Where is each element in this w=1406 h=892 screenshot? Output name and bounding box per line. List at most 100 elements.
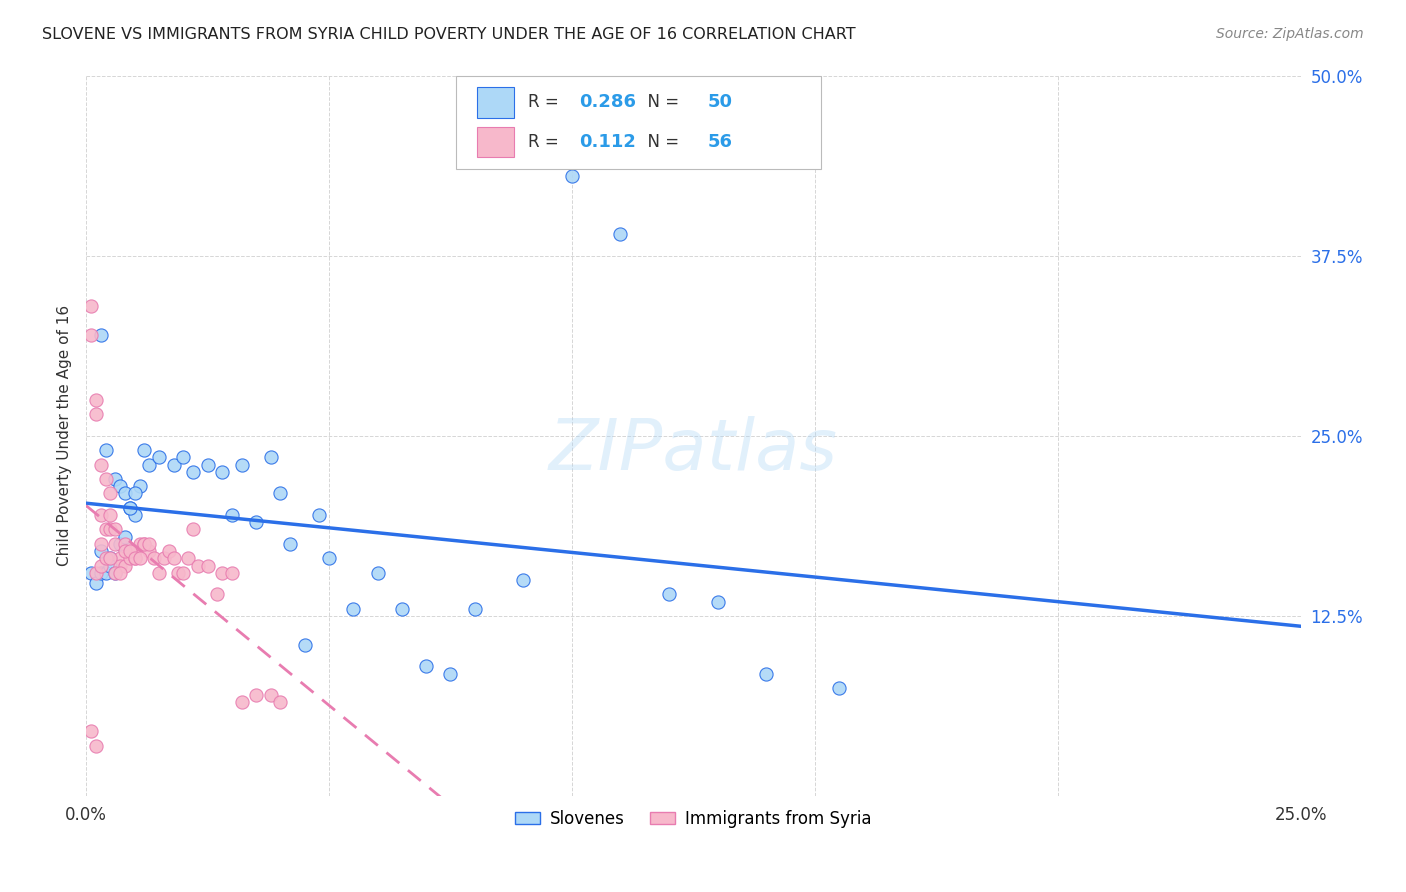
Point: [98, 523, 121, 537]
Point: [221, 566, 243, 580]
Point: [80, 724, 103, 739]
Point: [138, 544, 160, 558]
Point: [245, 688, 267, 702]
Text: N =: N =: [637, 94, 685, 112]
Point: [755, 666, 778, 681]
Point: [114, 486, 136, 500]
Point: [181, 523, 204, 537]
Point: [118, 500, 141, 515]
Point: [80, 299, 103, 313]
Point: [114, 537, 136, 551]
Point: [128, 537, 150, 551]
Point: [138, 458, 160, 472]
Point: [706, 594, 728, 608]
Point: [134, 537, 156, 551]
Point: [90, 327, 112, 342]
Point: [94, 472, 117, 486]
Point: [245, 516, 267, 530]
Point: [464, 601, 486, 615]
Text: N =: N =: [637, 133, 685, 152]
Point: [104, 566, 127, 580]
Point: [84, 407, 107, 421]
Point: [231, 695, 253, 709]
Point: [148, 566, 170, 580]
Text: R =: R =: [529, 94, 564, 112]
Point: [197, 558, 219, 573]
Point: [118, 544, 141, 558]
Point: [84, 739, 107, 753]
Point: [84, 566, 107, 580]
Point: [269, 486, 291, 500]
Point: [90, 544, 112, 558]
Bar: [477, 87, 513, 118]
Point: [128, 551, 150, 566]
Point: [108, 558, 131, 573]
Point: [172, 450, 194, 465]
Point: [114, 558, 136, 573]
Point: [148, 450, 170, 465]
Point: [94, 551, 117, 566]
Point: [609, 227, 631, 241]
Bar: [477, 128, 513, 157]
Point: [187, 558, 209, 573]
Point: [80, 327, 103, 342]
Point: [98, 486, 121, 500]
Point: [162, 551, 184, 566]
Point: [114, 530, 136, 544]
Point: [124, 486, 146, 500]
Point: [124, 551, 146, 566]
Point: [108, 566, 131, 580]
Point: [269, 695, 291, 709]
Point: [260, 450, 283, 465]
Point: [143, 551, 166, 566]
Point: [124, 551, 146, 566]
Point: [108, 479, 131, 493]
Point: [104, 537, 127, 551]
Text: 50: 50: [707, 94, 733, 112]
Point: [84, 575, 107, 590]
Point: [124, 508, 146, 522]
Point: [128, 479, 150, 493]
Point: [211, 465, 233, 479]
Point: [98, 551, 121, 566]
Point: [157, 544, 180, 558]
Y-axis label: Child Poverty Under the Age of 16: Child Poverty Under the Age of 16: [58, 305, 72, 566]
Point: [197, 458, 219, 472]
Point: [80, 566, 103, 580]
Point: [342, 601, 364, 615]
Point: [134, 537, 156, 551]
Point: [104, 523, 127, 537]
Text: R =: R =: [529, 133, 569, 152]
Text: SLOVENE VS IMMIGRANTS FROM SYRIA CHILD POVERTY UNDER THE AGE OF 16 CORRELATION C: SLOVENE VS IMMIGRANTS FROM SYRIA CHILD P…: [42, 27, 856, 42]
Point: [138, 537, 160, 551]
Point: [308, 508, 330, 522]
Point: [207, 587, 229, 601]
Point: [367, 566, 389, 580]
Point: [162, 458, 184, 472]
Point: [108, 537, 131, 551]
Point: [181, 465, 204, 479]
Point: [658, 587, 681, 601]
Point: [104, 566, 127, 580]
Point: [98, 558, 121, 573]
Text: Source: ZipAtlas.com: Source: ZipAtlas.com: [1216, 27, 1364, 41]
Point: [90, 558, 112, 573]
Point: [211, 566, 233, 580]
Text: 56: 56: [707, 133, 733, 152]
Point: [172, 566, 194, 580]
Point: [134, 443, 156, 458]
Point: [152, 551, 174, 566]
Point: [90, 458, 112, 472]
Point: [167, 566, 190, 580]
Text: ZIPatlas: ZIPatlas: [548, 416, 838, 484]
Point: [439, 666, 461, 681]
Point: [114, 544, 136, 558]
Point: [512, 573, 534, 587]
Point: [94, 443, 117, 458]
Point: [108, 551, 131, 566]
Point: [828, 681, 851, 695]
Point: [84, 392, 107, 407]
Point: [94, 523, 117, 537]
FancyBboxPatch shape: [457, 76, 821, 169]
Point: [94, 566, 117, 580]
